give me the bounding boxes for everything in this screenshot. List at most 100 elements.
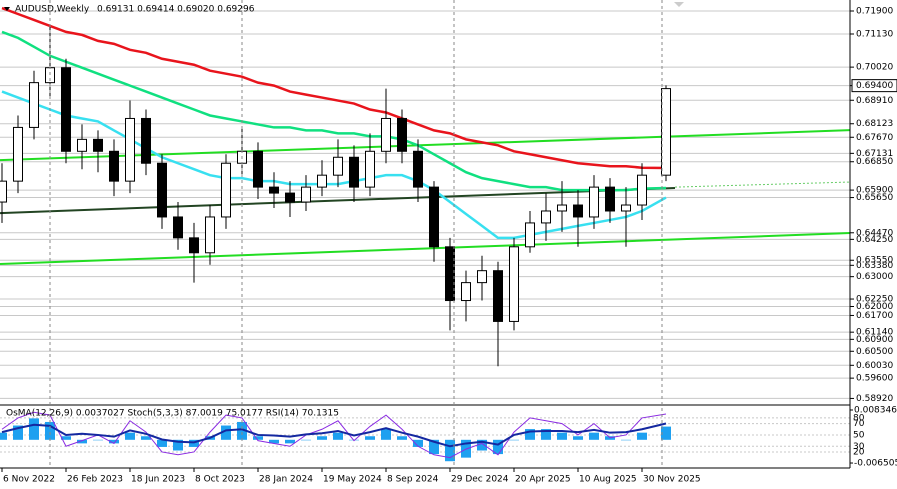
y-tick-label: 0.62000: [856, 302, 893, 312]
x-tick-label: 26 Feb 2023: [67, 475, 123, 485]
quote: 0.69131 0.69414 0.69020 0.69296: [97, 5, 255, 15]
y-tick-label: 0.69400: [856, 81, 893, 91]
osma-bar: [365, 436, 375, 440]
candle-body: [525, 222, 535, 248]
symbol-title: AUDUSD,Weekly: [15, 5, 90, 15]
candle-body: [109, 150, 119, 182]
osma-bar: [493, 439, 503, 455]
moving-average: [1, 6, 667, 170]
y-tick-label: 0.61700: [856, 311, 893, 321]
osma-bar: [0, 432, 7, 440]
osma-bar: [141, 436, 151, 440]
osma-bar: [557, 432, 567, 440]
candle-body: [413, 150, 423, 188]
osma-bar: [317, 436, 327, 440]
osma-bar: [541, 429, 551, 440]
osma-bar: [477, 439, 487, 451]
osma-bar: [525, 429, 535, 440]
y-tick-label: 0.60030: [856, 361, 893, 371]
osma-bar: [589, 432, 599, 440]
candle-body: [253, 150, 263, 188]
osma-bar: [189, 439, 199, 447]
candle-body: [661, 88, 671, 176]
x-tick-label: 19 May 2024: [323, 475, 382, 485]
osma-bar: [381, 429, 391, 440]
x-tick-label: 8 Sep 2024: [387, 475, 439, 485]
osma-bar: [637, 432, 647, 440]
y-tick-label: 0.67670: [856, 133, 893, 143]
osma-bar: [157, 439, 167, 447]
osma-bar: [301, 439, 311, 441]
y-tick-label: 0.66850: [856, 157, 893, 167]
osc-tick-label: 20: [853, 447, 865, 457]
candle-body: [189, 237, 199, 254]
osma-bar: [509, 439, 519, 441]
y-tick-label: 0.60900: [856, 335, 893, 345]
y-tick-label: 0.63000: [856, 272, 893, 282]
trendline: [674, 181, 851, 188]
candle-body: [637, 174, 647, 206]
osma-bar: [93, 439, 103, 441]
candle-body: [317, 174, 327, 188]
x-tick-label: 8 Oct 2023: [195, 475, 245, 485]
osc-tick-label: 70: [853, 419, 865, 429]
osma-bar: [413, 439, 423, 447]
candle-body: [557, 204, 567, 212]
candle-body: [381, 117, 391, 152]
x-tick-label: 18 Jun 2023: [131, 475, 185, 485]
candle-body: [365, 150, 375, 188]
candle-body: [29, 82, 39, 128]
osma-bar: [221, 425, 231, 440]
x-tick-label: 28 Jan 2024: [259, 475, 313, 485]
x-tick-label: 29 Dec 2024: [451, 475, 509, 485]
candle-body: [573, 204, 583, 218]
candle-body: [285, 192, 295, 203]
osma-bar: [333, 432, 343, 440]
indicator-label: OsMA(12,26,9) 0.0037027 Stoch(5,3,3) 87.…: [6, 409, 339, 419]
hist-tick-label: -0.0065054: [854, 459, 897, 469]
candle-body: [77, 138, 87, 152]
y-tick-label: 0.59600: [856, 374, 893, 384]
x-tick-label: 30 Nov 2025: [643, 475, 701, 485]
candle-body: [301, 186, 311, 203]
y-tick-label: 0.61140: [856, 328, 893, 338]
osma-bar: [13, 425, 23, 440]
dropdown-arrow[interactable]: [4, 7, 10, 11]
candle-body: [333, 156, 343, 176]
x-tick-label: 10 Aug 2025: [579, 475, 637, 485]
osma-bar: [621, 439, 631, 441]
candle-body: [173, 216, 183, 239]
osma-bar: [29, 418, 39, 440]
candle-body: [461, 282, 471, 302]
osma-bar: [573, 436, 583, 440]
candle-body: [429, 186, 439, 248]
y-tick-label: 0.67131: [856, 149, 893, 159]
y-tick-label: 0.62250: [856, 295, 893, 305]
osma-bar: [61, 436, 71, 440]
y-tick-label: 0.64250: [856, 235, 893, 245]
y-tick-label: 0.60500: [856, 347, 893, 357]
y-tick-label: 0.58920: [856, 394, 893, 404]
y-tick-label: 0.70020: [856, 63, 893, 73]
moving-average: [1, 30, 667, 192]
osma-bar: [661, 426, 671, 440]
osma-bar: [269, 439, 279, 444]
osc-tick-label: 80: [853, 413, 865, 423]
candle-body: [93, 138, 103, 152]
osma-bar: [445, 439, 455, 462]
candle-body: [477, 270, 487, 284]
osma-bar: [429, 439, 439, 455]
osma-bar: [173, 439, 183, 451]
candle-body: [0, 180, 7, 203]
y-tick-label: 0.65650: [856, 193, 893, 203]
candle-body: [61, 67, 71, 152]
y-tick-label: 0.63550: [856, 256, 893, 266]
osma-bar: [109, 439, 119, 444]
trendline: [0, 232, 851, 266]
price-label-box: [851, 79, 897, 93]
osma-bar: [253, 436, 263, 440]
candle-body: [141, 117, 151, 164]
y-tick-label: 0.71130: [856, 29, 893, 39]
candle-body: [349, 156, 359, 188]
